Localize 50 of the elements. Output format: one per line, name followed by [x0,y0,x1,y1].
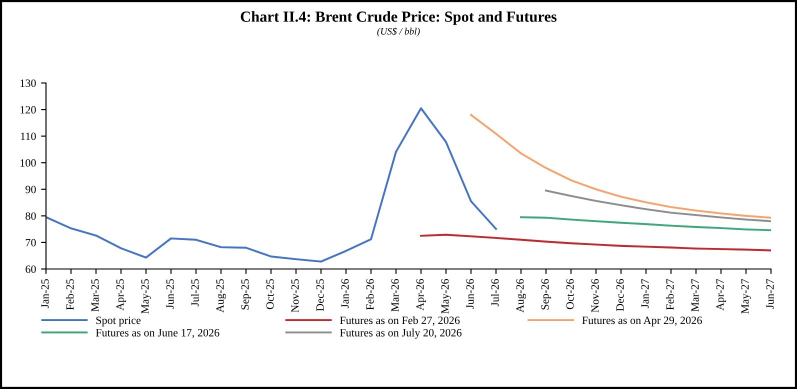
line-series [470,114,771,219]
x-tick-label: Mar-27 [691,279,699,312]
x-tick-label: Feb-26 [366,279,374,310]
y-tick-label: 60 [26,265,36,273]
x-tick-label: Sep-25 [241,279,252,310]
x-tick-label: Jul-25 [190,279,199,306]
chart-subtitle: (US$ / bbl) [377,27,420,37]
x-tick-label: Feb-25 [66,279,74,310]
y-tick-label: 70 [26,238,36,246]
legend-label: Spot price [96,316,141,326]
x-tick-label: Nov-26 [591,279,599,312]
y-tick-label: 80 [26,212,36,220]
x-tick-label: May-25 [141,279,152,314]
line-series [420,234,771,252]
x-tick-label: Dec-25 [316,279,324,312]
x-tick-label: Apr-27 [716,279,726,310]
y-tick-label: 120 [20,106,36,114]
x-tick-label: Jan-27 [641,279,649,308]
x-tick-label: May-26 [441,279,452,314]
legend-label: Futures as on Feb 27, 2026 [340,316,460,326]
y-tick-label: 90 [26,186,36,194]
y-tick-label: 130 [20,79,36,87]
line-series [520,216,771,232]
x-tick-label: Oct-26 [566,279,574,310]
x-tick-label: Jun-26 [466,279,474,309]
x-tick-label: Feb-27 [666,279,674,310]
x-tick-label: Mar-25 [91,279,99,312]
x-tick-label: Jan-25 [41,279,49,308]
x-tick-label: Sep-26 [541,279,552,310]
legend-label: Futures as on July 20, 2026 [340,328,462,339]
x-tick-label: Nov-25 [291,279,299,312]
legend-label: Futures as on Apr 29, 2026 [582,316,702,326]
line-series [46,107,497,263]
x-tick-label: Jul-26 [490,279,499,306]
x-tick-label: Apr-25 [116,279,126,310]
x-tick-label: Jan-26 [341,279,349,308]
x-tick-label: Mar-26 [391,279,399,312]
y-tick-label: 100 [20,159,36,167]
x-tick-label: May-27 [741,279,752,314]
x-tick-label: Jun-27 [766,279,774,309]
chart-title: Chart II.4: Brent Crude Price: Spot and Futures [240,11,557,25]
x-tick-label: Aug-25 [216,279,226,313]
x-tick-label: Dec-26 [616,279,624,312]
x-tick-label: Oct-25 [266,279,274,310]
x-tick-label: Jun-25 [166,279,174,309]
legend-label: Futures as on June 17, 2026 [96,328,220,338]
x-tick-label: Aug-26 [516,279,526,313]
x-tick-label: Apr-26 [416,279,426,310]
y-tick-label: 110 [21,132,36,140]
line-series [545,190,771,222]
